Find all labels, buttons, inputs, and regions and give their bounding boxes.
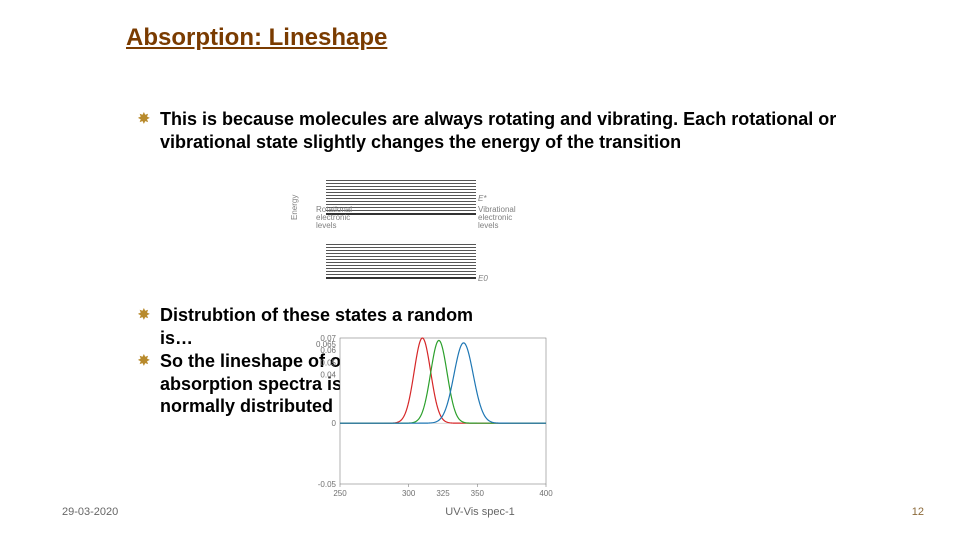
gaussian-chart-svg: 0.070.0650.060.050.040-0.052503003504003… bbox=[306, 332, 554, 504]
svg-text:300: 300 bbox=[402, 489, 416, 498]
bullet-2-part1: Distrubtion of these states bbox=[160, 305, 387, 325]
svg-text:0: 0 bbox=[332, 419, 337, 428]
svg-text:350: 350 bbox=[471, 489, 485, 498]
bullet-star-icon: ✸ bbox=[138, 352, 150, 370]
energy-upper-leftlabel: Rotationalelectronic levels bbox=[316, 206, 366, 230]
svg-text:-0.05: -0.05 bbox=[318, 480, 337, 489]
footer-center: UV-Vis spec-1 bbox=[0, 506, 960, 518]
gaussian-lineshape-chart: 0.070.0650.060.050.040-0.052503003504003… bbox=[306, 332, 554, 504]
energy-level-diagram: Energy Rotationalelectronic levels E* Vi… bbox=[296, 180, 516, 290]
bullet-star-icon: ✸ bbox=[138, 306, 150, 324]
energy-upper-e-label: E* bbox=[478, 194, 486, 203]
svg-text:400: 400 bbox=[539, 489, 553, 498]
bullet-2-line2: is… bbox=[160, 328, 193, 348]
bullet-1: ✸ This is because molecules are always r… bbox=[138, 108, 838, 153]
svg-text:250: 250 bbox=[333, 489, 347, 498]
footer-page-number: 12 bbox=[912, 506, 924, 518]
energy-lower-e-label: E0 bbox=[478, 274, 488, 283]
svg-text:0.04: 0.04 bbox=[320, 371, 336, 380]
energy-ylabel: Energy bbox=[290, 195, 299, 220]
energy-upper-rightlabel: Vibrationalelectronic levels bbox=[478, 206, 528, 230]
bullet-2-part2: a random bbox=[392, 305, 473, 325]
svg-text:0.06: 0.06 bbox=[320, 346, 336, 355]
svg-text:325: 325 bbox=[436, 489, 450, 498]
page-title: Absorption: Lineshape bbox=[126, 24, 387, 52]
svg-text:0.05: 0.05 bbox=[320, 358, 336, 367]
slide: Absorption: Lineshape ✸ This is because … bbox=[0, 0, 960, 540]
bullet-star-icon: ✸ bbox=[138, 110, 150, 128]
bullet-1-text: This is because molecules are always rot… bbox=[138, 108, 838, 153]
energy-lower-group bbox=[326, 244, 476, 281]
